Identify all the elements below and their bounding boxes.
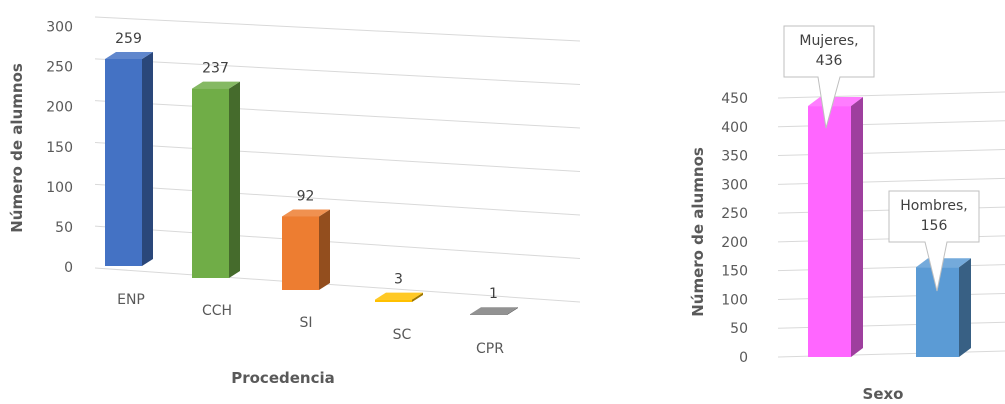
- chart1-data-label: 3: [394, 272, 403, 288]
- chart2-gridline: [777, 91, 1005, 99]
- chart2-ytick-label: 150: [721, 264, 748, 280]
- chart1-bar-cpr: [470, 307, 518, 315]
- chart2-bar-front: [808, 106, 851, 358]
- chart2-bar-hombres: [916, 258, 971, 357]
- procedencia-chart: 0 50 100 150 200 250 300 ENP CCH SI SC CPR 259 237 9…: [8, 16, 581, 387]
- chart2-ylabel: Número de alumnos: [689, 147, 707, 317]
- chart1-xtick-label: CPR: [476, 341, 504, 357]
- chart1-bar-front: [192, 88, 229, 278]
- chart2-ytick-label: 100: [721, 292, 748, 308]
- chart1-ytick-label: 150: [46, 140, 73, 156]
- chart2-bar-mujeres: [808, 97, 863, 358]
- chart2-ytick-label: 450: [721, 91, 748, 107]
- chart1-bar-front: [470, 314, 507, 315]
- chart1-bar-top: [192, 81, 240, 89]
- chart2-ytick-label: 0: [739, 350, 748, 366]
- chart1-bar-top: [375, 292, 423, 300]
- chart2-callout-line: Hombres,: [900, 198, 967, 214]
- chart1-bar-top: [282, 209, 330, 217]
- chart1-bar-side: [142, 52, 153, 266]
- chart1-bar-front: [282, 216, 319, 290]
- chart1-gridline: [94, 100, 581, 129]
- chart1-ytick-label: 250: [46, 60, 73, 76]
- chart1-ytick-label: 50: [55, 220, 73, 236]
- chart2-callout-line: 436: [816, 53, 843, 69]
- chart1-bar-cch: [192, 81, 240, 278]
- chart2-bar-side: [851, 97, 863, 358]
- chart1-xlabel: Procedencia: [231, 369, 335, 387]
- chart1-bar-front: [375, 299, 412, 302]
- chart2-callout-hombres: Hombres, 156: [888, 190, 980, 292]
- chart2-xlabel: Sexo: [863, 385, 904, 403]
- chart1-bar-side: [412, 292, 423, 302]
- sexo-chart: 0 50 100 150 200 250 300 350 400 450 Mujeres, 436 H…: [689, 25, 1005, 403]
- chart2-ytick-label: 300: [721, 177, 748, 193]
- chart1-bar-top: [105, 52, 153, 59]
- chart2-ytick-label: 400: [721, 120, 748, 136]
- chart1-xtick-label: CCH: [202, 303, 232, 319]
- chart1-bar-top: [470, 307, 518, 315]
- chart2-callout-box: [888, 190, 980, 292]
- chart1-data-label: 259: [115, 31, 142, 47]
- chart1-ytick-label: 200: [46, 100, 73, 116]
- chart1-xtick-label: SI: [299, 315, 312, 331]
- chart1-gridline: [94, 16, 581, 42]
- chart1-bar-enp: [105, 52, 153, 266]
- chart1-ytick-label: 0: [64, 260, 73, 276]
- chart1-data-label: 237: [202, 61, 229, 77]
- chart1-gridline: [94, 267, 581, 303]
- chart1-bar-side: [229, 81, 240, 278]
- chart1-ylabel: Número de alumnos: [8, 63, 26, 233]
- chart2-ytick-label: 250: [721, 206, 748, 222]
- chart1-data-label: 1: [489, 286, 498, 302]
- chart2-ytick-label: 350: [721, 149, 748, 165]
- chart1-bar-side: [319, 209, 330, 290]
- chart1-bar-sc: [375, 292, 423, 302]
- chart2-callout-mujeres: Mujeres, 436: [783, 25, 875, 129]
- chart2-callout-line: 156: [921, 218, 948, 234]
- chart2-callout-line: Mujeres,: [799, 33, 858, 49]
- chart1-xtick-label: ENP: [117, 292, 145, 308]
- chart1-ytick-label: 300: [46, 20, 73, 36]
- chart1-gridline: [94, 142, 581, 172]
- chart2-callout-box: [783, 25, 875, 129]
- chart1-gridline: [94, 225, 581, 259]
- chart1-gridline: [94, 183, 581, 216]
- chart1-bar-front: [105, 59, 142, 266]
- chart1-data-label: 92: [297, 188, 315, 204]
- chart1-bar-side: [507, 307, 518, 315]
- chart1-ytick-label: 100: [46, 180, 73, 196]
- chart2-ytick-label: 200: [721, 235, 748, 251]
- chart1-gridline: [94, 58, 581, 85]
- chart1-xtick-label: SC: [393, 327, 412, 343]
- chart2-ytick-label: 50: [730, 321, 748, 337]
- chart1-bar-si: [282, 209, 330, 290]
- chart2-bar-side: [959, 258, 971, 357]
